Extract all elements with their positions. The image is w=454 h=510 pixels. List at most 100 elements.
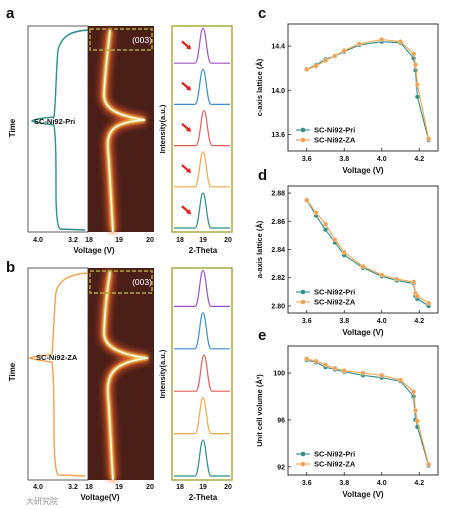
panel-a-voltage-label: Voltage (V) [73,246,115,255]
y-axis-label: Unit cell volume (Å³) [255,374,264,447]
panel-b-contour-map: (003) 19 20 [88,268,154,491]
panel-b-theta-label: 2-Theta [189,493,218,502]
panel-a-xrd-peaks [174,27,230,229]
x-tick-label: 4.2 [414,156,424,163]
x-tick-label: 4.0 [377,480,387,487]
panel-a-xrd-stack: Intensity(a.u.) 18 19 20 2-Theta [158,25,233,255]
red-arrow-head-icon [186,44,191,50]
panel-b-sample-label: SC-Ni92-ZA [36,353,78,362]
legend-marker [300,127,306,133]
panel-b-map-box [89,270,153,294]
panel-a-map-box [89,28,153,51]
legend-label: SC-Ni92-Pri [314,126,355,135]
data-point [426,136,432,142]
xrd-peak-trace [174,151,230,188]
y-axis-label: c-axis lattice (Å) [255,58,264,116]
red-arrow-icon [181,81,190,90]
data-point [411,389,417,395]
panel-b-tick-3.2: 3.2 [68,484,78,491]
data-point [413,408,418,413]
x-tick-label: 3.6 [302,318,312,325]
data-point [323,227,328,233]
data-point [323,57,328,63]
panel-b-xrd-frame [171,267,233,481]
data-point [379,37,385,42]
panel-a-theta-tick-19: 19 [199,237,207,244]
data-point [379,272,385,278]
plot-frame [287,23,439,152]
data-point [411,51,417,57]
x-tick-label: 3.8 [339,318,349,325]
y-tick-label: 2.88 [271,191,285,198]
panel-b-voltage-curve [28,272,89,477]
panel-letter-d: d [258,167,267,184]
panel-b-map-tick-19: 19 [115,484,123,491]
panel-a-theta-tick-20: 20 [224,237,232,244]
data-point [414,82,420,88]
panel-b-theta-tick-19: 19 [199,484,207,491]
xrd-peak-trace [174,109,230,147]
panel-a-tick-18: 18 [85,237,93,244]
red-arrow-icon [181,123,190,131]
y-tick-label: 14.4 [271,44,285,51]
panel-b-map-bg [88,268,154,480]
legend-label: SC-Ni92-Pri [314,288,355,297]
chart-e: 3.6 3.8 4.0 4.2 92 96 100 Voltage (V) Unit cell … [255,345,439,499]
data-point [332,53,338,59]
data-point [414,94,420,100]
x-axis-label: Voltage (V) [342,328,384,337]
data-point [304,197,310,203]
panel-a-xrd-frame [171,25,233,233]
xrd-peak-trace [174,396,230,435]
data-point [341,368,347,374]
data-point [304,66,310,72]
data-point [360,370,366,376]
chart-d: 3.6 3.8 4.0 4.2 2.80 2.82 2.84 2.86 2.88 Voltage … [255,185,439,337]
legend-marker [300,289,306,295]
x-tick-label: 3.6 [302,156,312,163]
panel-b-map-badge: (003) [132,277,152,287]
data-point [394,276,400,282]
y-tick-label: 100 [273,370,285,377]
panel-a-tick-3.2: 3.2 [68,237,78,244]
xrd-peak-trace [174,269,230,307]
x-tick-label: 3.6 [302,480,312,487]
data-point [341,48,347,53]
data-point [356,41,362,47]
panel-letter-b: b [6,259,15,276]
xrd-peak-trace [174,354,230,392]
panel-a-sample-label: SC-Ni92-Pri [34,117,75,126]
chart-c: 3.6 3.8 4.0 4.2 13.6 14.0 14.4 Voltage (V) c-axi… [255,23,439,175]
panel-a-contour-map: (003) 19 20 [88,26,154,244]
y-tick-label: 2.86 [271,219,285,226]
y-tick-label: 96 [277,417,285,424]
data-point [332,237,338,243]
panel-letter-e: e [258,327,266,344]
data-point [332,365,338,371]
data-point [426,461,432,467]
red-arrow-icon [181,164,190,172]
panel-b-tick-18: 18 [85,484,93,491]
xrd-peak-trace [174,192,230,229]
data-point [360,263,366,269]
panel-b-map-core [103,270,149,481]
data-point [323,221,328,227]
panel-a-xrd-arrows [181,40,191,215]
data-point [323,362,328,368]
y-tick-label: 92 [277,464,285,471]
y-tick-label: 2.84 [271,247,285,254]
y-tick-label: 14.0 [271,88,285,95]
panel-a-voltage-profile: Time SC-Ni92-Pri 4.0 3.2 18 Voltage (V) [8,25,115,255]
panel-a-theta-label: 2-Theta [189,246,218,255]
data-point [313,210,319,216]
panel-a-intensity-label: Intensity(a.u.) [158,104,167,153]
panel-b-voltage-profile: Time SC-Ni92-ZA 4.0 3.2 18 Voltage(V) [8,267,120,502]
data-point [313,358,319,364]
data-point [313,63,319,69]
data-point [413,62,418,68]
panel-a-time-label: Time [8,118,17,137]
panel-letter-c: c [258,5,266,22]
panel-b-voltage-frame [27,267,89,481]
y-axis-label: a-axis lattice (Å) [255,220,264,278]
